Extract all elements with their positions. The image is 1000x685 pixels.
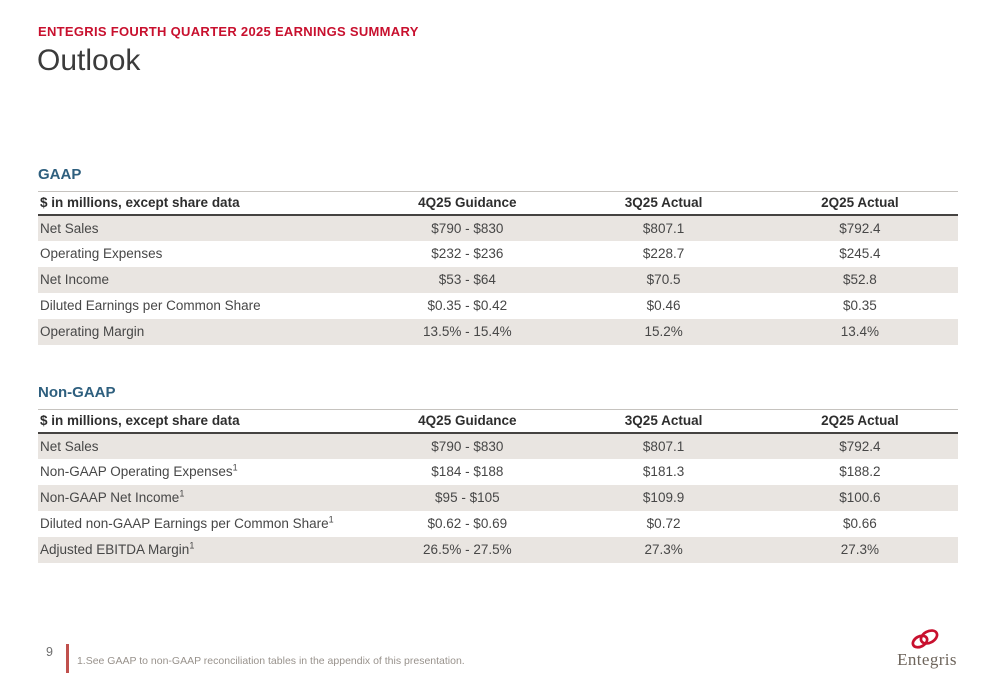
table-row: Non-GAAP Net Income1 $95 - $105 $109.9 $…	[38, 484, 958, 511]
entegris-rings-icon	[911, 629, 939, 649]
cell-value: $0.72	[646, 516, 681, 531]
cell-value: 13.4%	[840, 324, 879, 339]
cell-value: $0.46	[646, 298, 681, 313]
row-label-text: Non-GAAP Operating Expenses	[40, 464, 233, 479]
row-label: Operating Margin	[40, 324, 145, 339]
cell-value: $790 - $830	[431, 438, 504, 454]
row-label-text: Non-GAAP Net Income	[40, 490, 180, 505]
cell-value: 26.5% - 27.5%	[423, 542, 512, 557]
table-row: Operating Margin 13.5% - 15.4% 15.2% 13.…	[38, 318, 958, 345]
footnote-marker: 1	[189, 540, 195, 551]
table-row: Net Sales $790 - $830 $807.1 $792.4	[38, 214, 958, 241]
table-row: Diluted Earnings per Common Share $0.35 …	[38, 293, 958, 319]
cell-value: $109.9	[642, 490, 685, 505]
table-row: Non-GAAP Operating Expenses1 $184 - $188…	[38, 459, 958, 485]
row-label: Diluted Earnings per Common Share	[40, 298, 261, 313]
cell-value: $0.35 - $0.42	[427, 298, 508, 313]
slide-footer: 9 1.See GAAP to non-GAAP reconciliation …	[46, 644, 465, 673]
cell-value: 27.3%	[644, 542, 683, 557]
footnote-marker: 1	[179, 488, 185, 499]
cell-value: $792.4	[839, 220, 881, 236]
cell-value: $95 - $105	[435, 490, 500, 505]
row-label-text: Adjusted EBITDA Margin	[40, 542, 190, 557]
cell-value: $792.4	[839, 438, 881, 454]
cell-value: $53 - $64	[438, 272, 496, 287]
footnote-marker: 1	[232, 462, 238, 473]
row-label: Net Income	[40, 272, 110, 287]
cell-value: $807.1	[642, 438, 685, 454]
col-header-2q25-actual: 2Q25 Actual	[761, 191, 958, 216]
cell-value: 15.2%	[644, 324, 683, 339]
gaap-table: $ in millions, except share data 4Q25 Gu…	[38, 191, 958, 345]
table-row: Net Sales $790 - $830 $807.1 $792.4	[38, 432, 958, 459]
cell-value: $245.4	[839, 246, 881, 261]
row-label-text: Diluted non-GAAP Earnings per Common Sha…	[40, 516, 329, 531]
col-header-4q25-guidance: 4Q25 Guidance	[369, 191, 566, 216]
row-label: Diluted non-GAAP Earnings per Common Sha…	[38, 511, 369, 537]
cell-value: $0.66	[842, 516, 877, 531]
gaap-section: GAAP $ in millions, except share data 4Q…	[38, 166, 958, 345]
cell-value: $184 - $188	[431, 464, 504, 479]
non-gaap-section: Non-GAAP $ in millions, except share dat…	[38, 384, 958, 563]
gaap-header-row: $ in millions, except share data 4Q25 Gu…	[38, 191, 958, 216]
gaap-section-heading: GAAP	[38, 166, 82, 183]
cell-value: $0.62 - $0.69	[427, 516, 508, 531]
col-header-4q25-guidance: 4Q25 Guidance	[369, 409, 566, 434]
entegris-logo: Entegris	[892, 627, 962, 670]
row-label: Adjusted EBITDA Margin1	[38, 537, 369, 563]
row-label: Non-GAAP Net Income1	[38, 485, 369, 511]
col-header-metric: $ in millions, except share data	[38, 409, 370, 434]
cell-value: 27.3%	[840, 542, 879, 557]
row-label: Non-GAAP Operating Expenses1	[38, 459, 369, 485]
cell-value: $232 - $236	[431, 246, 504, 261]
non-gaap-table: $ in millions, except share data 4Q25 Gu…	[38, 409, 958, 563]
cell-value: 13.5% - 15.4%	[423, 324, 512, 339]
row-label: Net Sales	[40, 220, 99, 236]
col-header-3q25-actual: 3Q25 Actual	[565, 191, 762, 216]
footnote-divider-bar	[65, 644, 69, 673]
row-label: Net Sales	[38, 433, 369, 459]
footnote-text: 1.See GAAP to non-GAAP reconciliation ta…	[76, 655, 465, 667]
cell-value: $228.7	[642, 246, 685, 261]
cell-value: $100.6	[839, 490, 881, 505]
col-header-2q25-actual: 2Q25 Actual	[761, 409, 958, 434]
page-title: Outlook	[37, 44, 141, 77]
col-header-3q25-actual: 3Q25 Actual	[565, 409, 762, 434]
cell-value: $188.2	[839, 464, 881, 479]
cell-value: $807.1	[642, 220, 685, 236]
table-row: Net Income $53 - $64 $70.5 $52.8	[38, 266, 958, 293]
cell-value: $181.3	[642, 464, 685, 479]
cell-value: $70.5	[646, 272, 681, 287]
table-row: Adjusted EBITDA Margin1 26.5% - 27.5% 27…	[38, 536, 958, 563]
row-label-text: Net Sales	[40, 438, 99, 454]
col-header-metric: $ in millions, except share data	[38, 191, 370, 216]
non-gaap-section-heading: Non-GAAP	[38, 384, 116, 401]
non-gaap-header-row: $ in millions, except share data 4Q25 Gu…	[38, 409, 958, 434]
entegris-wordmark: Entegris	[897, 650, 957, 669]
slide-kicker: ENTEGRIS FOURTH QUARTER 2025 EARNINGS SU…	[38, 24, 419, 39]
table-row: Diluted non-GAAP Earnings per Common Sha…	[38, 511, 958, 537]
page-number: 9	[46, 645, 53, 659]
table-row: Operating Expenses $232 - $236 $228.7 $2…	[38, 241, 958, 267]
cell-value: $0.35	[842, 298, 877, 313]
footnote-marker: 1	[328, 514, 334, 525]
cell-value: $52.8	[842, 272, 877, 287]
row-label: Operating Expenses	[40, 246, 163, 261]
cell-value: $790 - $830	[431, 220, 504, 236]
